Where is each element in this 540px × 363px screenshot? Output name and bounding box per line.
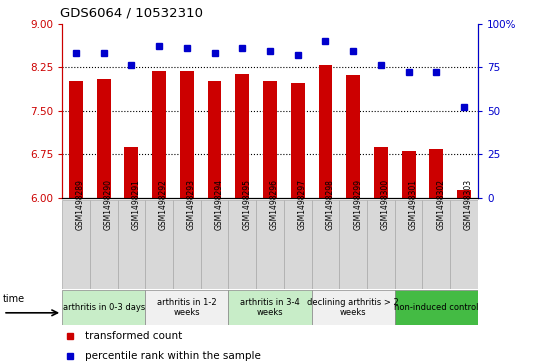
Text: GSM1498302: GSM1498302 bbox=[436, 179, 446, 229]
Text: GSM1498303: GSM1498303 bbox=[464, 179, 473, 230]
Text: GSM1498289: GSM1498289 bbox=[76, 179, 85, 229]
Bar bbox=[312, 200, 339, 289]
Bar bbox=[145, 290, 228, 325]
Text: arthritis in 1-2
weeks: arthritis in 1-2 weeks bbox=[157, 298, 217, 317]
Bar bbox=[339, 200, 367, 289]
Bar bbox=[395, 290, 478, 325]
Text: arthritis in 0-3 days: arthritis in 0-3 days bbox=[63, 303, 145, 312]
Text: GSM1498292: GSM1498292 bbox=[159, 179, 168, 229]
Bar bbox=[284, 200, 312, 289]
Text: GSM1498291: GSM1498291 bbox=[131, 179, 140, 229]
Bar bbox=[124, 147, 138, 198]
Bar bbox=[90, 200, 118, 289]
Text: GSM1498290: GSM1498290 bbox=[104, 179, 113, 229]
Bar bbox=[228, 290, 312, 325]
Text: GSM1498301: GSM1498301 bbox=[409, 179, 417, 229]
Bar bbox=[422, 200, 450, 289]
Bar bbox=[291, 83, 305, 198]
Bar bbox=[312, 290, 395, 325]
Bar bbox=[235, 74, 249, 198]
Text: GDS6064 / 10532310: GDS6064 / 10532310 bbox=[60, 6, 203, 19]
Text: GSM1498299: GSM1498299 bbox=[353, 179, 362, 229]
Bar bbox=[256, 200, 284, 289]
Text: GSM1498296: GSM1498296 bbox=[270, 179, 279, 229]
Text: GSM1498295: GSM1498295 bbox=[242, 179, 251, 229]
Bar bbox=[62, 200, 90, 289]
Text: time: time bbox=[3, 294, 25, 304]
Text: transformed count: transformed count bbox=[85, 331, 182, 341]
Text: non-induced control: non-induced control bbox=[394, 303, 478, 312]
Text: GSM1498300: GSM1498300 bbox=[381, 179, 390, 230]
Text: GSM1498294: GSM1498294 bbox=[214, 179, 224, 229]
Bar bbox=[69, 81, 83, 198]
Bar bbox=[118, 200, 145, 289]
Bar bbox=[180, 71, 194, 198]
Bar bbox=[152, 71, 166, 198]
Bar bbox=[346, 75, 360, 198]
Bar bbox=[374, 147, 388, 198]
Bar bbox=[173, 200, 201, 289]
Bar bbox=[319, 65, 332, 198]
Bar bbox=[263, 81, 277, 198]
Bar bbox=[62, 290, 145, 325]
Bar bbox=[395, 200, 422, 289]
Text: percentile rank within the sample: percentile rank within the sample bbox=[85, 351, 261, 361]
Bar bbox=[228, 200, 256, 289]
Text: arthritis in 3-4
weeks: arthritis in 3-4 weeks bbox=[240, 298, 300, 317]
Text: GSM1498297: GSM1498297 bbox=[298, 179, 307, 229]
Bar bbox=[207, 81, 221, 198]
Bar bbox=[402, 151, 415, 198]
Bar bbox=[367, 200, 395, 289]
Bar bbox=[429, 149, 443, 198]
Text: GSM1498298: GSM1498298 bbox=[326, 179, 334, 229]
Bar bbox=[97, 79, 111, 198]
Bar bbox=[450, 200, 478, 289]
Bar bbox=[201, 200, 228, 289]
Bar bbox=[145, 200, 173, 289]
Text: declining arthritis > 2
weeks: declining arthritis > 2 weeks bbox=[307, 298, 399, 317]
Text: GSM1498293: GSM1498293 bbox=[187, 179, 196, 229]
Bar bbox=[457, 190, 471, 198]
